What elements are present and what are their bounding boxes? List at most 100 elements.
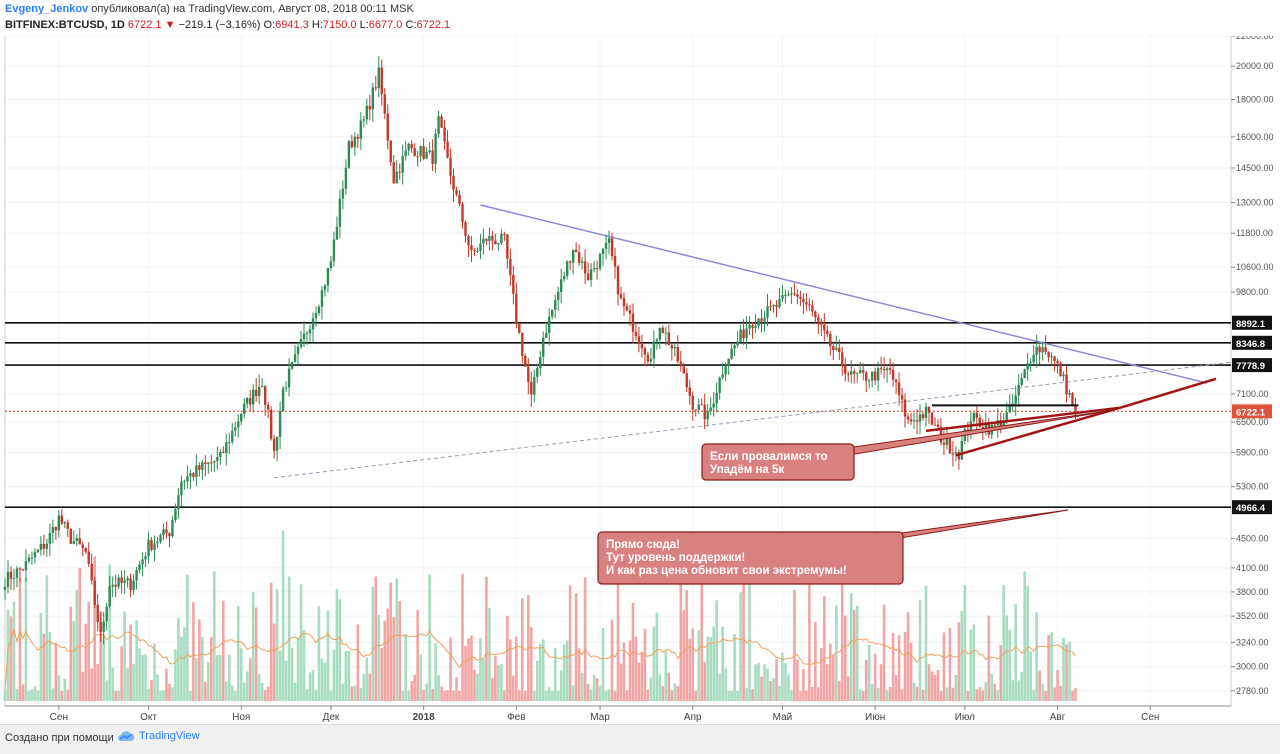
volume-bar [1035,612,1038,701]
volume-bar [969,629,973,701]
volume-bar [772,678,775,701]
candle-body [915,420,919,422]
y-tick-label: 5300.00 [1236,482,1269,492]
level-tag [1232,315,1272,330]
candle-body [954,451,958,454]
volume-bar [966,690,970,701]
candle-body [470,245,473,250]
candle-body [1047,351,1050,358]
volume-bar [823,596,826,701]
candle-body [637,336,641,343]
x-tick-label: Сен [1141,712,1159,723]
volume-bar [658,674,662,701]
candle-body [667,332,671,346]
volume-bar [42,633,46,701]
candle-body [257,386,261,396]
volume-bar [906,612,910,701]
volume-bar [757,663,760,701]
volume-bar [326,610,330,701]
volume-bar [189,690,192,701]
y-tick-label: 4100.00 [1236,563,1269,573]
volume-bar [332,649,336,701]
candle-body [284,387,288,389]
candle-body [921,414,925,418]
volume-bar [706,636,710,701]
candle-body [36,549,40,553]
candle-body [192,473,195,477]
candle-body [679,361,682,367]
volume-bar [640,651,644,701]
x-axis[interactable]: Сен Окт Ноя Дек 2018 Фев Мар Апр Май Июн Июл Авг Сен [5,705,1231,723]
volume-bar [162,690,165,701]
volume-bar [766,668,769,701]
candle-body [269,409,273,439]
candle-body [1059,363,1062,377]
volume-bar [664,650,668,701]
volume-bar [679,569,683,701]
volume-bar [236,605,240,701]
volume-bar [601,628,605,701]
candle-body [102,621,105,632]
volume-bar [305,688,309,701]
y-tick-label: 18000.00 [1236,95,1274,105]
symbol-label[interactable]: BITFINEX:BTCUSD, 1D [5,19,125,31]
candle-body [407,143,410,151]
candle-body [700,404,703,406]
candle-body [847,373,850,375]
candle-body [527,366,530,382]
candle-body [754,326,757,328]
volume-bar [521,598,524,701]
candle-body [207,462,210,465]
candle-body [410,143,413,149]
candle-body [613,255,617,267]
volume-bar [257,673,261,701]
candle-body [545,332,548,338]
volume-bar [15,688,19,701]
volume-bar [897,635,901,701]
volume-moving-average [4,627,1076,691]
volume-bar [556,690,560,701]
volume-bar [583,577,587,701]
volume-bar [1044,690,1047,701]
volume-bar [1056,669,1059,701]
candle-body [811,305,814,312]
candle-body [927,406,931,413]
volume-bar [21,684,25,701]
candle-body [350,141,354,148]
volume-bar [984,682,988,701]
volume-bar [78,567,82,701]
high-label: H: [311,19,323,31]
candle-body [835,347,838,350]
candle-body [93,580,96,605]
candle-body [978,417,982,428]
volume-bar [195,657,198,701]
down-arrow-icon: ▼ [164,19,176,31]
volume-bar [535,660,539,701]
candle-body [147,539,150,557]
candle-body [482,238,485,244]
candle-body [1071,393,1074,405]
y-axis[interactable]: 2780.00 3000.00 3240.00 3520.00 3800.00 4100.… [1231,36,1274,696]
candle-body [1026,363,1029,370]
low-label: L: [359,19,369,31]
volume-bar [529,627,533,701]
candle-body [661,327,665,334]
volume-bar [775,659,778,701]
level-tag-text: 4966.4 [1236,503,1266,514]
tradingview-link[interactable]: TradingView [117,730,200,742]
candle-body [491,235,494,241]
author-link[interactable]: Evgeny_Jenkov [5,3,89,15]
candle-body [66,522,69,529]
support-note-text: Прямо сюда! [606,539,680,551]
volume-bar [912,682,916,701]
candle-body [542,337,545,357]
candle-body [691,395,694,410]
volume-bar [1008,629,1012,701]
candle-body [748,325,751,329]
candle-body [335,226,339,240]
y-tick-label: 9800.00 [1236,287,1269,297]
trendlines [274,204,1232,479]
y-tick-label: 22000.00 [1236,36,1274,41]
last-price: 6722.1 [127,19,162,31]
